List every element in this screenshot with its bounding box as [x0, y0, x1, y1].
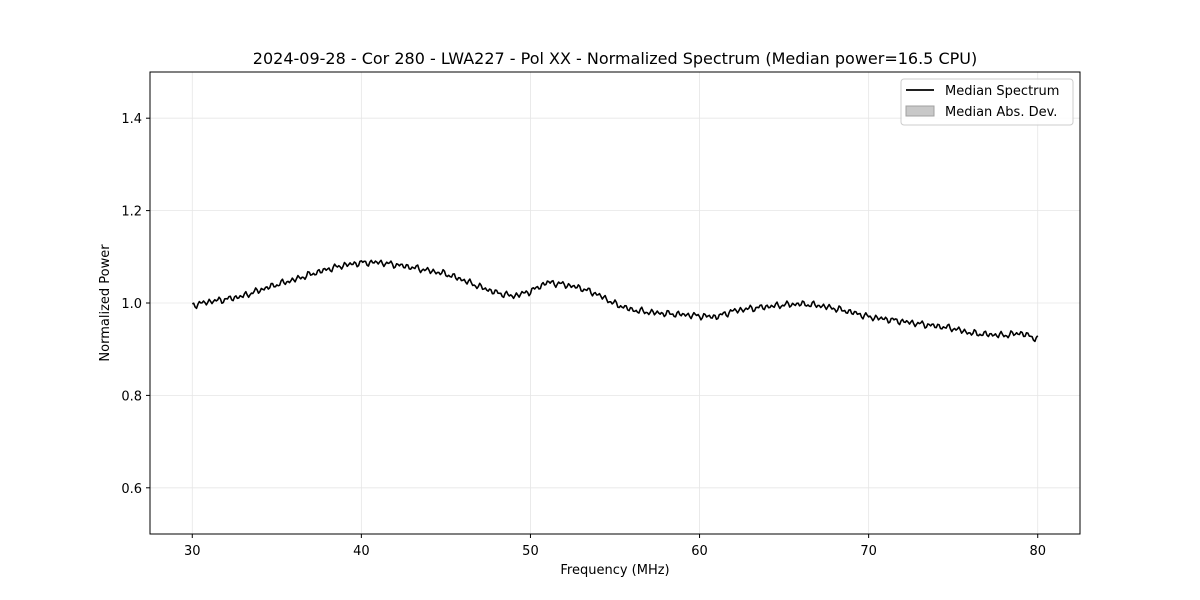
x-tick-label: 50 — [522, 544, 539, 559]
ticks: 30 40 50 60 70 80 0.6 0.8 1.0 1.2 1.4 — [121, 112, 1046, 559]
chart-title: 2024-09-28 - Cor 280 - LWA227 - Pol XX -… — [253, 49, 977, 68]
legend-label-median-spectrum: Median Spectrum — [945, 84, 1059, 99]
series-line-median-spectrum — [192, 259, 1039, 343]
legend-label-median-abs-dev: Median Abs. Dev. — [945, 105, 1057, 120]
y-tick-label: 1.4 — [121, 112, 142, 127]
x-tick-label: 60 — [691, 544, 708, 559]
x-axis-label: Frequency (MHz) — [560, 563, 669, 578]
series-layer — [192, 259, 1039, 343]
x-tick-label: 30 — [184, 544, 201, 559]
y-tick-label: 1.0 — [121, 297, 142, 312]
y-tick-label: 0.8 — [121, 389, 142, 404]
y-tick-label: 1.2 — [121, 205, 142, 220]
y-axis-label: Normalized Power — [98, 244, 113, 362]
x-tick-label: 80 — [1029, 544, 1046, 559]
legend-patch-median-abs-dev — [905, 105, 935, 117]
x-tick-label: 70 — [860, 544, 877, 559]
legend: Median Spectrum Median Abs. Dev. — [900, 78, 1074, 126]
x-tick-label: 40 — [353, 544, 370, 559]
y-tick-label: 0.6 — [121, 482, 142, 497]
grid — [150, 72, 1080, 534]
legend-box — [900, 78, 1074, 126]
